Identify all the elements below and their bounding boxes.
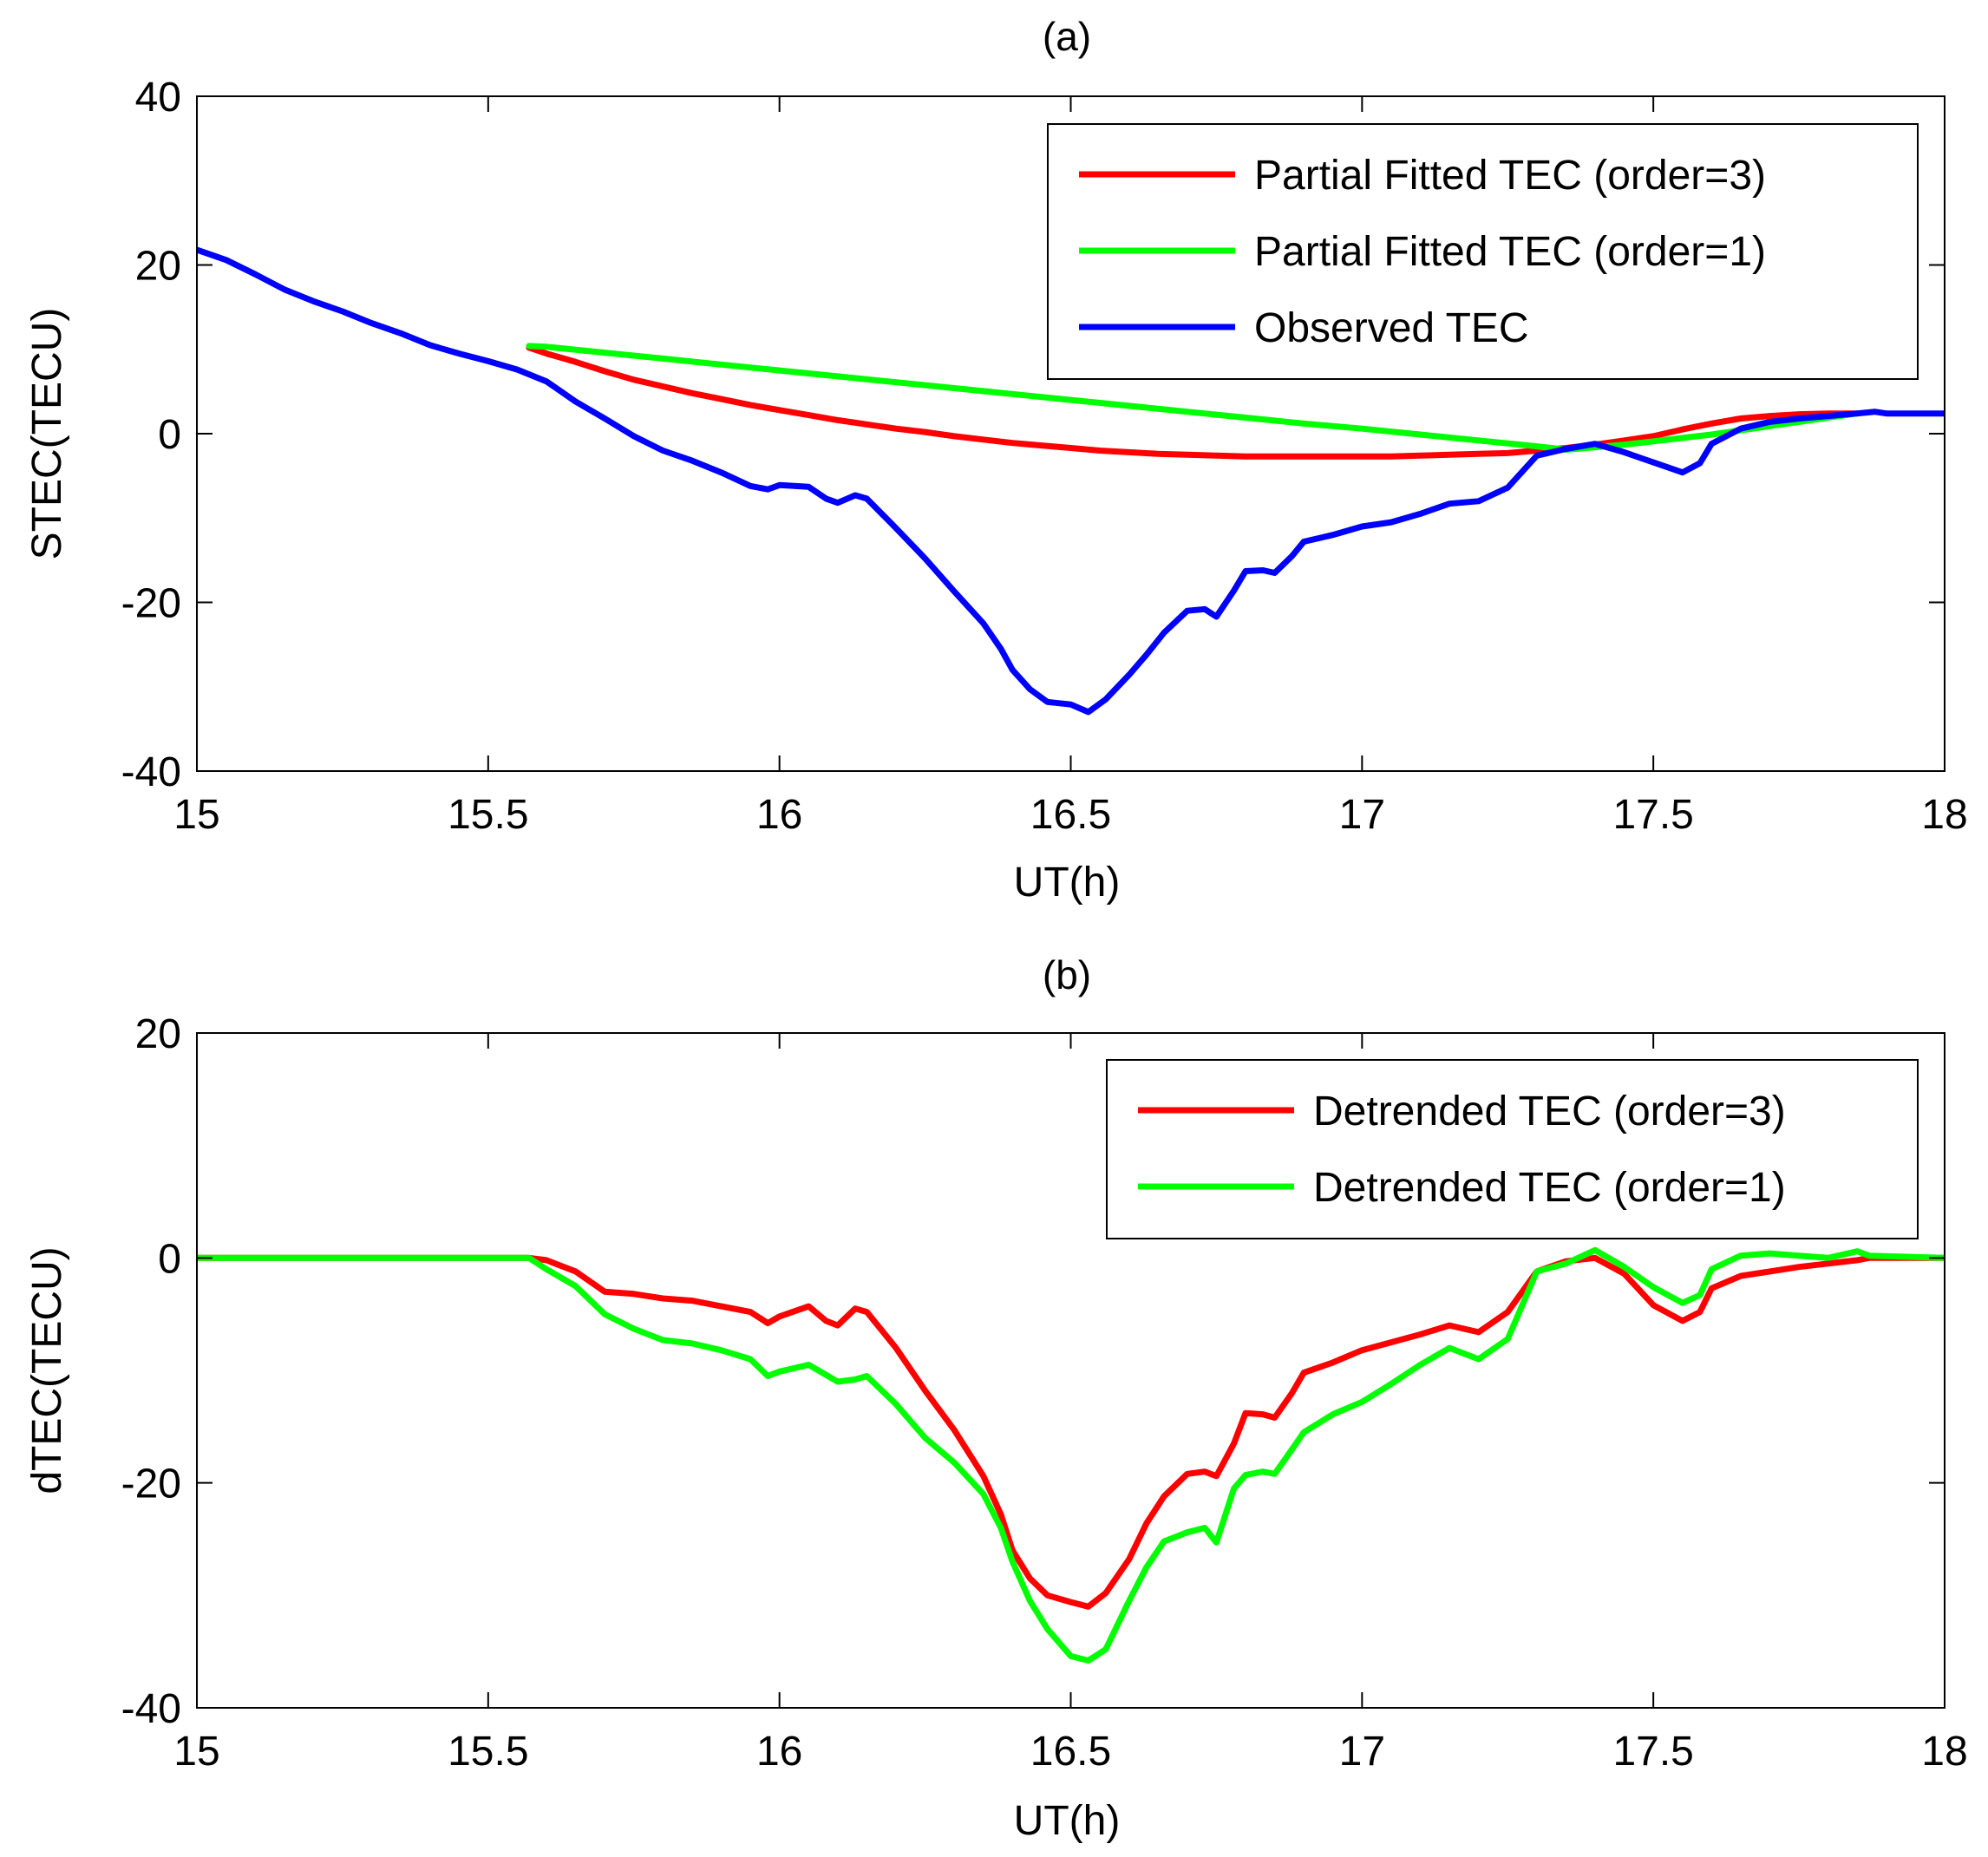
panel-a-x-tick-label: 16.5 bbox=[1030, 792, 1111, 838]
panel-a-x-tick-label: 15 bbox=[173, 792, 219, 838]
panel-a-x-tick-label: 16 bbox=[756, 792, 802, 838]
panel-a-series bbox=[197, 246, 1945, 716]
panel-a-y-tick-label: 0 bbox=[158, 412, 181, 458]
panel-a-legend-label-2: Partial Fitted TEC (order=1) bbox=[1254, 229, 1766, 275]
panel-b-title: (b) bbox=[1043, 952, 1091, 997]
panel-a-y-tick-label: 40 bbox=[135, 75, 181, 121]
panel-b-y-axis-label: dTEC(TECU) bbox=[24, 1246, 70, 1494]
panel-a-series-line-1 bbox=[526, 344, 1860, 460]
panel-b-ticks: 15 15.5 16 16.5 17 17.5 18 20 0 -20 -40 bbox=[121, 1011, 1968, 1775]
panel-b-series-line-2 bbox=[197, 1246, 1945, 1664]
panel-a-legend-label-3: Observed TEC bbox=[1254, 305, 1529, 351]
panel-a-x-tick-label: 18 bbox=[1921, 792, 1967, 838]
panel-a-x-tick-label: 17 bbox=[1339, 792, 1385, 838]
panel-b-x-tick-label: 15 bbox=[173, 1729, 219, 1775]
panel-b-x-tick-label: 16 bbox=[756, 1729, 802, 1775]
panel-a-y-axis-label: STEC(TECU) bbox=[24, 308, 70, 560]
panel-b-y-tick-label: 20 bbox=[135, 1011, 181, 1057]
panel-b-legend-box bbox=[1106, 1059, 1919, 1239]
panel-a-legend: Partial Fitted TEC (order=3) Partial Fitt… bbox=[1047, 123, 1919, 380]
panel-a-y-tick-label: -20 bbox=[121, 581, 181, 627]
panel-b-x-axis-label: UT(h) bbox=[1014, 1798, 1121, 1844]
panel-b-y-tick-label: 0 bbox=[158, 1236, 181, 1282]
panel-a: (a) 15 15.5 16 16.5 17 17.5 18 40 20 0 -20 -40 UT(h… bbox=[24, 14, 1968, 906]
panel-b-x-tick-label: 15.5 bbox=[448, 1729, 528, 1775]
panel-a-x-axis-label: UT(h) bbox=[1014, 860, 1121, 906]
panel-b-x-tick-label: 17.5 bbox=[1612, 1729, 1693, 1775]
panel-b-y-tick-label: -40 bbox=[121, 1686, 181, 1732]
panel-b-x-tick-label: 17 bbox=[1339, 1729, 1385, 1775]
panel-b-x-tick-label: 18 bbox=[1921, 1729, 1967, 1775]
panel-b-legend-label-1: Detrended TEC (order=3) bbox=[1313, 1089, 1786, 1134]
panel-b-legend: Detrended TEC (order=3) Detrended TEC (or… bbox=[1106, 1059, 1919, 1239]
panel-b-x-tick-label: 16.5 bbox=[1030, 1729, 1111, 1775]
panel-a-y-tick-label: 20 bbox=[135, 244, 181, 290]
panel-b-series bbox=[197, 1246, 1945, 1664]
panel-a-x-tick-label: 17.5 bbox=[1612, 792, 1693, 838]
panel-a-series-line-2 bbox=[526, 343, 1860, 453]
panel-a-title: (a) bbox=[1043, 14, 1091, 59]
panel-a-ticks: 15 15.5 16 16.5 17 17.5 18 40 20 0 -20 -40 bbox=[121, 75, 1968, 838]
panel-a-series-line-3 bbox=[197, 246, 1945, 716]
panel-a-y-tick-label: -40 bbox=[121, 749, 181, 795]
panel-b-series-line-1 bbox=[197, 1254, 1945, 1610]
panel-a-x-tick-label: 15.5 bbox=[448, 792, 528, 838]
panel-b-legend-label-2: Detrended TEC (order=1) bbox=[1313, 1165, 1786, 1211]
panel-a-legend-label-1: Partial Fitted TEC (order=3) bbox=[1254, 153, 1766, 199]
panel-b-y-tick-label: -20 bbox=[121, 1461, 181, 1507]
